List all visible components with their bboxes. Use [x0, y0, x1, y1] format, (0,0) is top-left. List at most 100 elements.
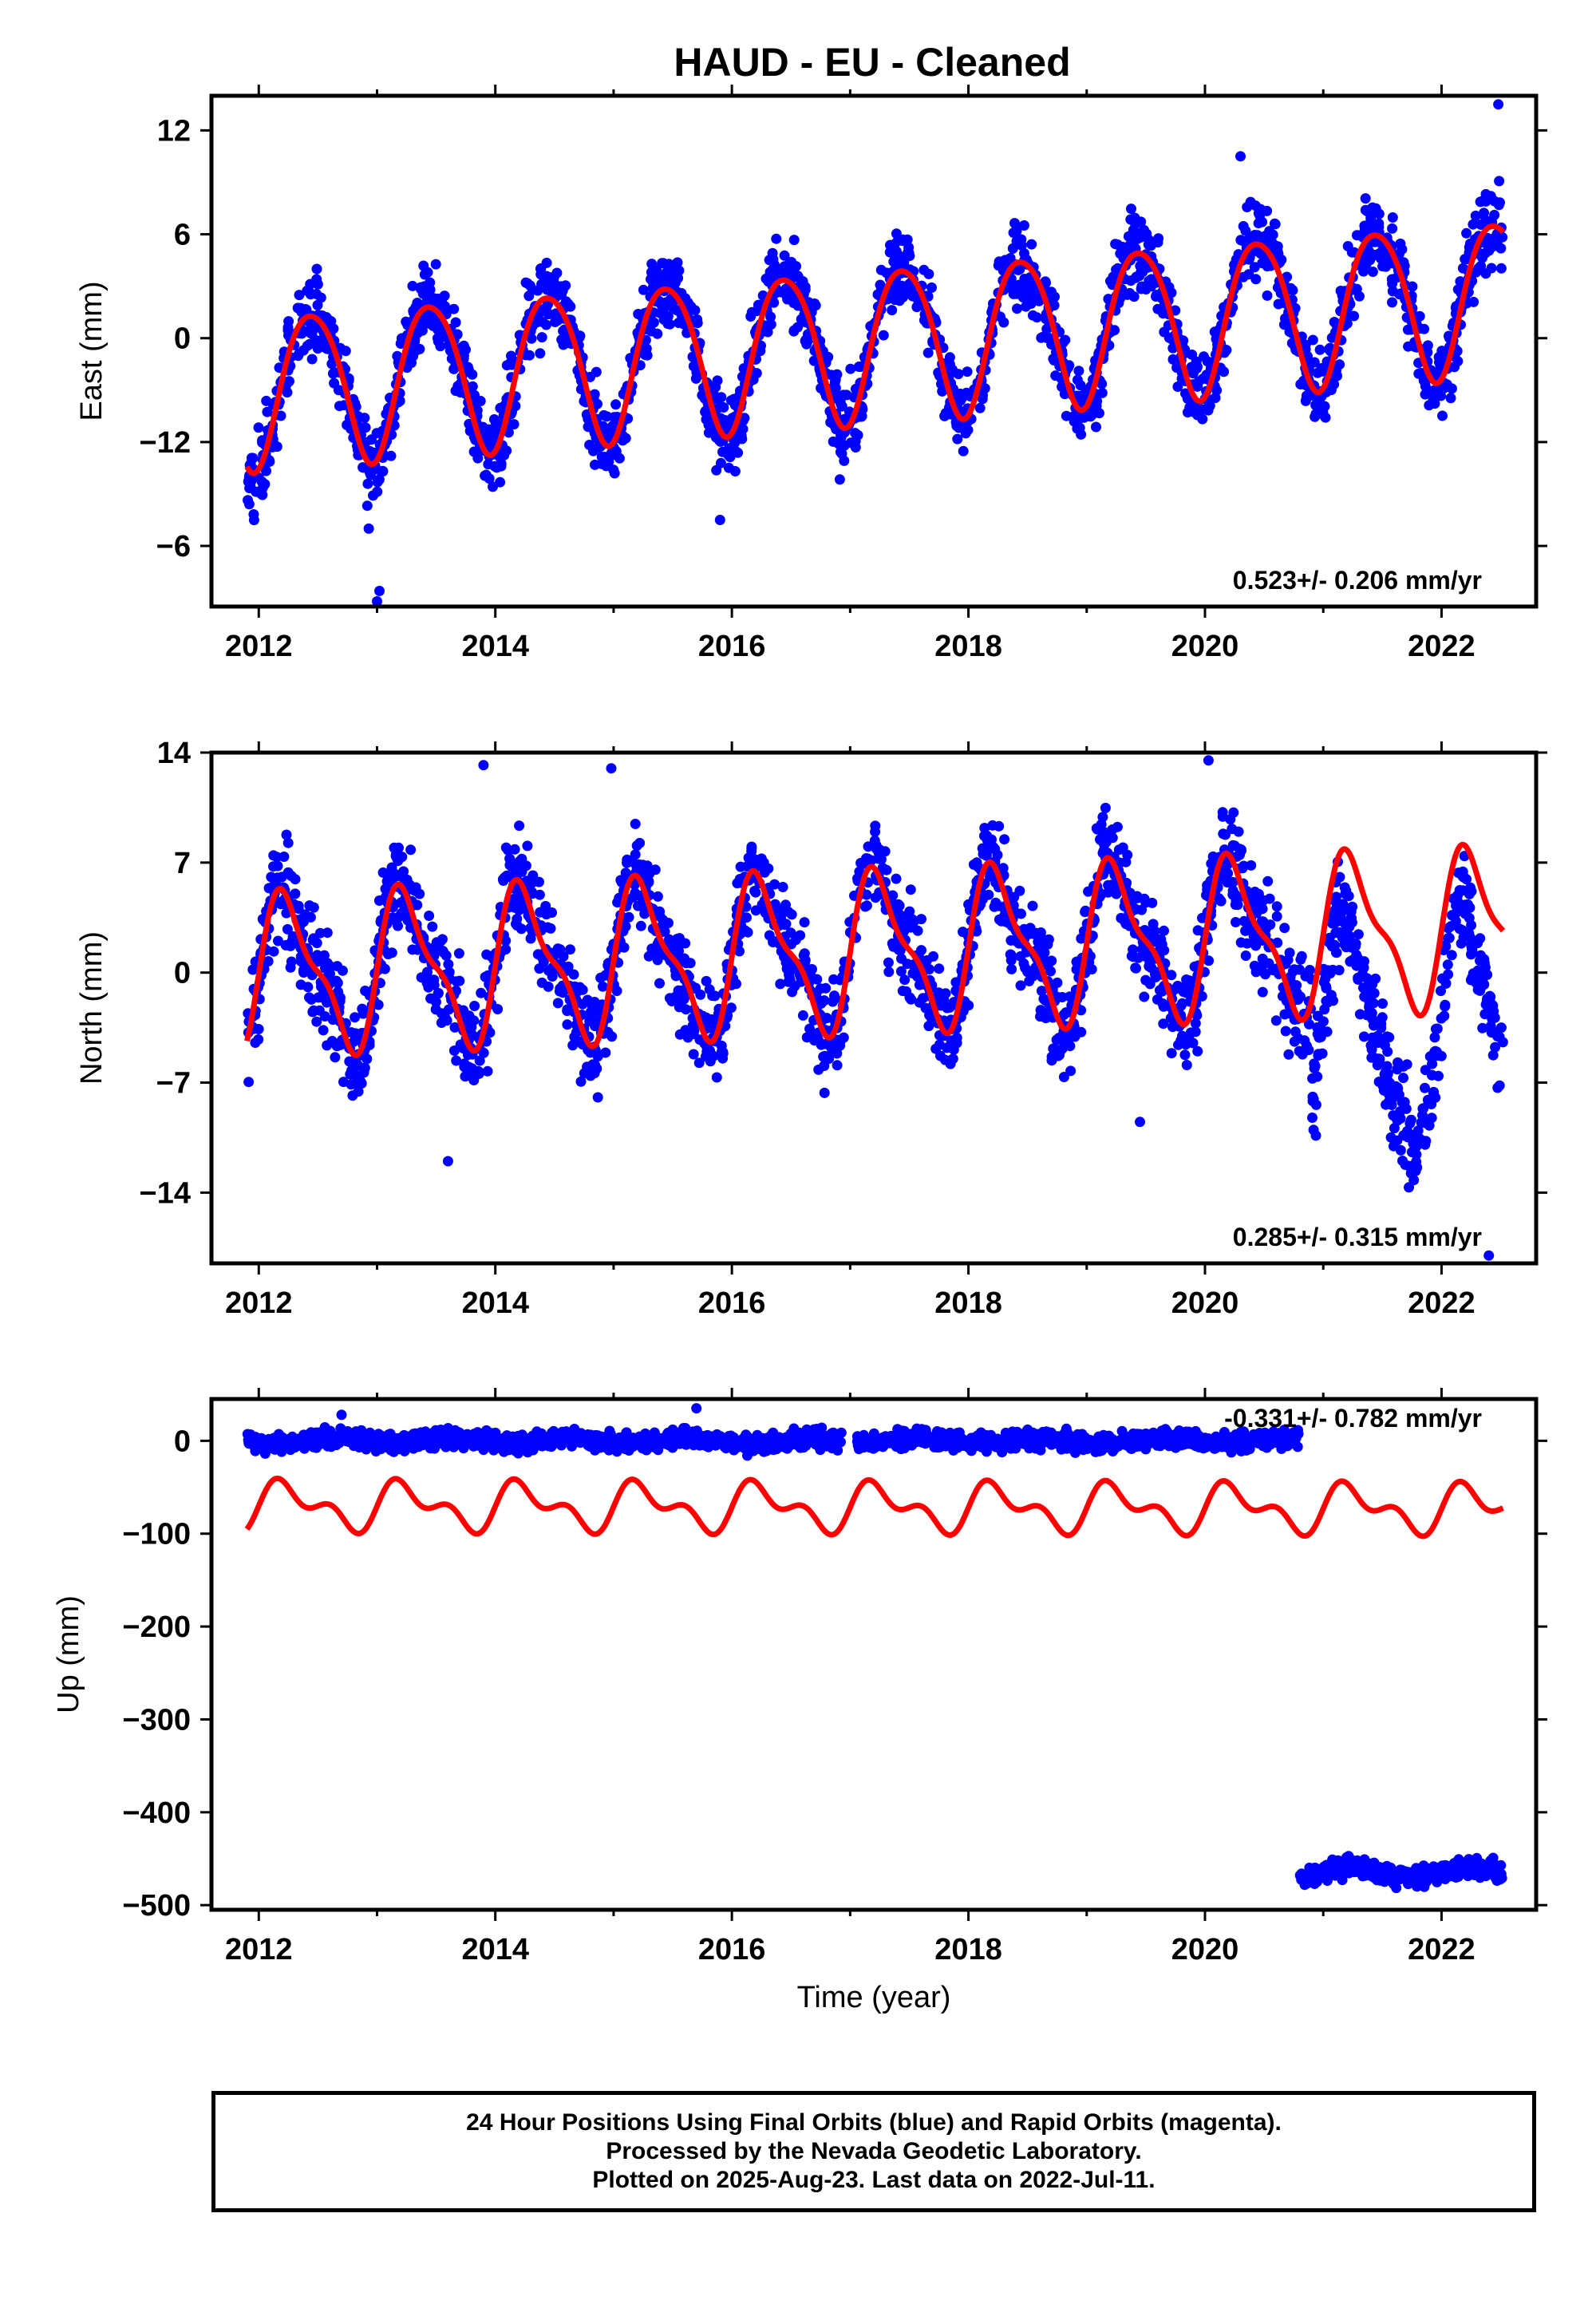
north-point — [947, 1053, 958, 1065]
north-point — [1257, 953, 1268, 964]
north-point — [799, 917, 810, 928]
east-point — [541, 271, 552, 282]
east-point — [893, 235, 903, 246]
east-point — [1072, 374, 1083, 385]
x-tick-label: 2016 — [698, 1286, 766, 1320]
north-point — [268, 861, 279, 872]
north-point — [290, 874, 301, 885]
east-point — [1270, 219, 1281, 230]
north-point — [1107, 832, 1118, 844]
east-point — [1273, 298, 1284, 310]
north-point — [1159, 945, 1170, 956]
north-point — [717, 1048, 729, 1059]
y-tick-label: −6 — [156, 530, 191, 563]
north-point — [688, 1029, 699, 1040]
east-point — [1013, 264, 1024, 275]
east-point — [1240, 225, 1251, 236]
east-point — [1278, 319, 1290, 330]
north-point — [861, 853, 871, 864]
east-point — [1012, 303, 1022, 314]
east-point — [484, 435, 495, 446]
north-point — [1373, 1077, 1385, 1087]
east-point — [1386, 274, 1397, 285]
north-point — [1006, 963, 1017, 974]
north-point — [1345, 906, 1357, 917]
north-point — [422, 966, 433, 978]
north-point — [784, 974, 796, 986]
east-point — [1360, 193, 1371, 204]
north-point — [534, 889, 545, 900]
x-tick-label: 2014 — [461, 1286, 529, 1320]
north-point — [904, 992, 915, 1003]
east-point — [1489, 209, 1500, 220]
east-point — [1167, 354, 1179, 365]
up-data-points — [242, 1403, 1507, 1894]
y-tick-label: −7 — [156, 1067, 191, 1101]
north-point — [1279, 923, 1290, 934]
north-point — [311, 938, 322, 949]
north-point — [1284, 947, 1295, 958]
y-tick-label: 7 — [174, 847, 191, 880]
north-point — [797, 1010, 808, 1021]
north-data-points — [243, 755, 1508, 1261]
north-point — [1227, 889, 1238, 900]
north-point — [1408, 1175, 1420, 1186]
north-point — [1312, 1010, 1323, 1022]
north-point — [693, 1057, 705, 1069]
east-point — [952, 433, 963, 445]
east-point — [1468, 219, 1479, 230]
east-point — [1159, 326, 1170, 338]
x-tick-label: 2022 — [1408, 630, 1476, 663]
north-point — [466, 1063, 477, 1074]
east-point — [960, 428, 971, 439]
north-point — [750, 887, 761, 898]
north-point — [1310, 1130, 1321, 1141]
north-point — [918, 993, 929, 1004]
north-point — [386, 947, 397, 958]
east-point — [1307, 334, 1318, 346]
north-point — [1294, 964, 1305, 975]
north-point — [465, 1027, 476, 1038]
east-data-points — [243, 99, 1508, 607]
north-point — [337, 965, 348, 976]
north-point — [1099, 840, 1110, 851]
north-point — [476, 987, 487, 998]
east-point — [1021, 275, 1032, 286]
north-point — [1257, 986, 1268, 998]
north-point — [589, 1014, 600, 1026]
y-tick-label: 14 — [157, 737, 191, 770]
north-point — [1270, 1015, 1282, 1026]
east-model-curve — [244, 223, 1506, 476]
north-point — [1131, 962, 1141, 974]
north-point — [1179, 1049, 1191, 1061]
east-point — [329, 377, 340, 389]
north-point — [567, 1040, 579, 1051]
east-point — [1314, 344, 1325, 355]
north-point — [451, 1055, 462, 1066]
east-point — [1041, 323, 1053, 334]
north-point — [565, 944, 575, 955]
north-point — [750, 905, 761, 916]
north-point — [302, 982, 314, 993]
north-point — [1283, 1008, 1294, 1019]
north-point — [346, 1065, 357, 1076]
north-point — [534, 963, 545, 974]
east-point — [1122, 289, 1133, 300]
north-point — [589, 1068, 600, 1079]
east-point — [830, 382, 841, 393]
north-point — [1103, 879, 1114, 891]
east-point — [725, 446, 737, 457]
east-point — [852, 429, 863, 441]
north-point — [1361, 989, 1372, 1000]
east-point — [407, 280, 418, 291]
east-point — [768, 254, 779, 265]
north-point — [318, 1025, 329, 1036]
north-point — [622, 857, 632, 868]
east-point — [1367, 267, 1378, 277]
east-point — [1191, 363, 1203, 374]
north-point — [453, 948, 464, 959]
east-point — [888, 249, 899, 260]
north-point — [1139, 991, 1150, 1002]
east-point — [450, 317, 461, 328]
